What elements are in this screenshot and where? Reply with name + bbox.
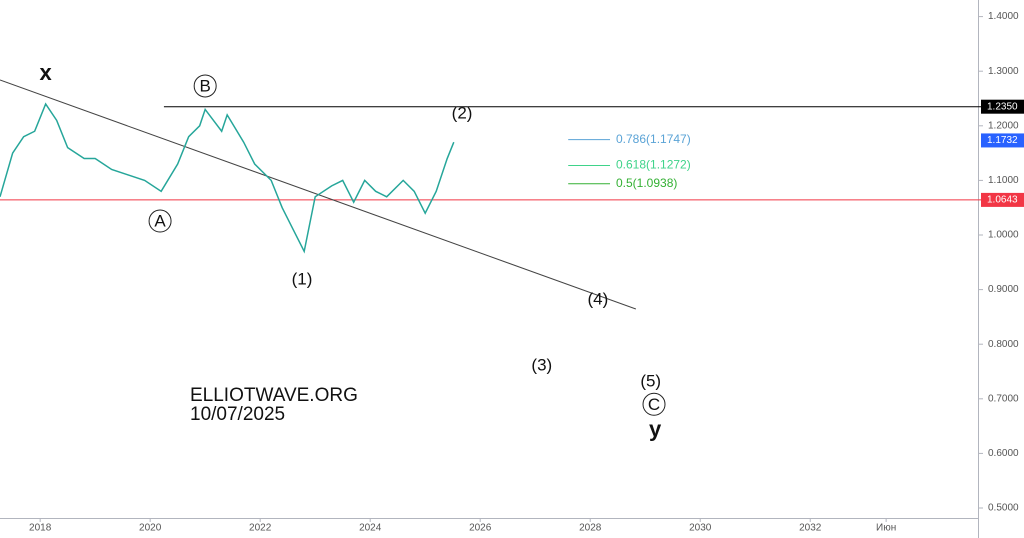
level-label: 1.0643	[987, 195, 1018, 206]
watermark: 10/07/2025	[190, 404, 285, 425]
y-tick-label: 1.1000	[988, 175, 1019, 186]
last-price-box	[981, 133, 1024, 148]
y-tick-label: 0.6000	[988, 448, 1019, 459]
x-tick-label: 2024	[359, 523, 382, 534]
fib-label: 0.786(1.1747)	[616, 132, 691, 146]
fib-label: 0.618(1.1272)	[616, 158, 691, 172]
level-label: 1.2350	[987, 101, 1018, 112]
wave-label: (3)	[531, 355, 552, 374]
wave-circle	[148, 209, 172, 233]
wave-label: y	[649, 417, 662, 442]
y-tick-label: 0.5000	[988, 503, 1019, 514]
x-tick-label: 2030	[689, 523, 712, 534]
wave-circle	[193, 74, 217, 98]
x-tick-label: 2020	[139, 523, 162, 534]
level-box	[981, 99, 1024, 114]
y-tick-label: 0.7000	[988, 393, 1019, 404]
wave-label: (2)	[452, 104, 473, 123]
y-tick-label: 1.0000	[988, 230, 1019, 241]
y-tick-label: 0.8000	[988, 339, 1019, 350]
x-tick-label: 2028	[579, 523, 602, 534]
y-tick-label: 1.3000	[988, 66, 1019, 77]
last-price-label: 1.1732	[987, 135, 1018, 146]
wave-label: C	[648, 395, 660, 414]
wave-label: A	[154, 212, 166, 231]
wave-label: (5)	[640, 371, 661, 390]
wave-circle	[642, 392, 666, 416]
price-line	[0, 102, 455, 254]
x-tick-label: 2032	[799, 523, 822, 534]
wave-label: x	[40, 60, 53, 85]
level-box	[981, 192, 1024, 207]
y-tick-label: 1.2000	[988, 120, 1019, 131]
wave-label: B	[199, 76, 210, 95]
y-tick-label: 1.4000	[988, 11, 1019, 22]
x-tick-label: 2022	[249, 523, 272, 534]
wave-label: (1)	[292, 270, 313, 289]
x-tick-label: 2026	[469, 523, 492, 534]
watermark: ELLIOTWAVE.ORG	[190, 385, 358, 406]
wave-label: (4)	[588, 289, 609, 308]
x-tick-label: 2018	[29, 523, 52, 534]
x-tick-label: Июн	[876, 523, 896, 534]
fib-label: 0.5(1.0938)	[616, 176, 677, 190]
y-tick-label: 0.9000	[988, 284, 1019, 295]
